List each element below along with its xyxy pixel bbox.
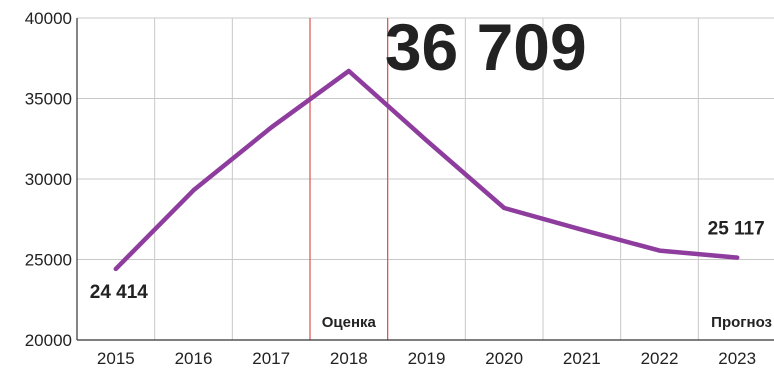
x-tick-label: 2015 — [97, 349, 135, 368]
x-tick-label: 2019 — [408, 349, 446, 368]
x-tick-label: 2021 — [563, 349, 601, 368]
peak-value-label: 36 709 — [385, 10, 587, 84]
y-tick-label: 40000 — [25, 9, 72, 28]
annotations: 24 414 36 709 25 117 Оценка Прогноз — [90, 10, 772, 331]
estimate-band — [309, 18, 389, 340]
start-value-label: 24 414 — [90, 282, 149, 303]
axes: 20000 25000 30000 35000 40000 2015 2016 2017 201… — [25, 9, 774, 368]
grid — [77, 17, 774, 340]
end-value-label: 25 117 — [708, 219, 765, 240]
y-tick-label: 35000 — [25, 90, 72, 109]
y-tick-label: 25000 — [25, 251, 72, 270]
x-tick-label: 2023 — [718, 349, 756, 368]
x-tick-label: 2022 — [641, 349, 679, 368]
x-tick-label: 2020 — [485, 349, 523, 368]
estimate-label: Оценка — [322, 314, 377, 331]
x-tick-label: 2016 — [175, 349, 213, 368]
series — [113, 68, 740, 272]
x-tick-label: 2018 — [330, 349, 368, 368]
y-tick-label: 30000 — [25, 170, 72, 189]
y-tick-label: 20000 — [25, 331, 72, 350]
x-tick-label: 2017 — [252, 349, 290, 368]
series-line — [113, 68, 740, 272]
forecast-label: Прогноз — [711, 314, 772, 331]
